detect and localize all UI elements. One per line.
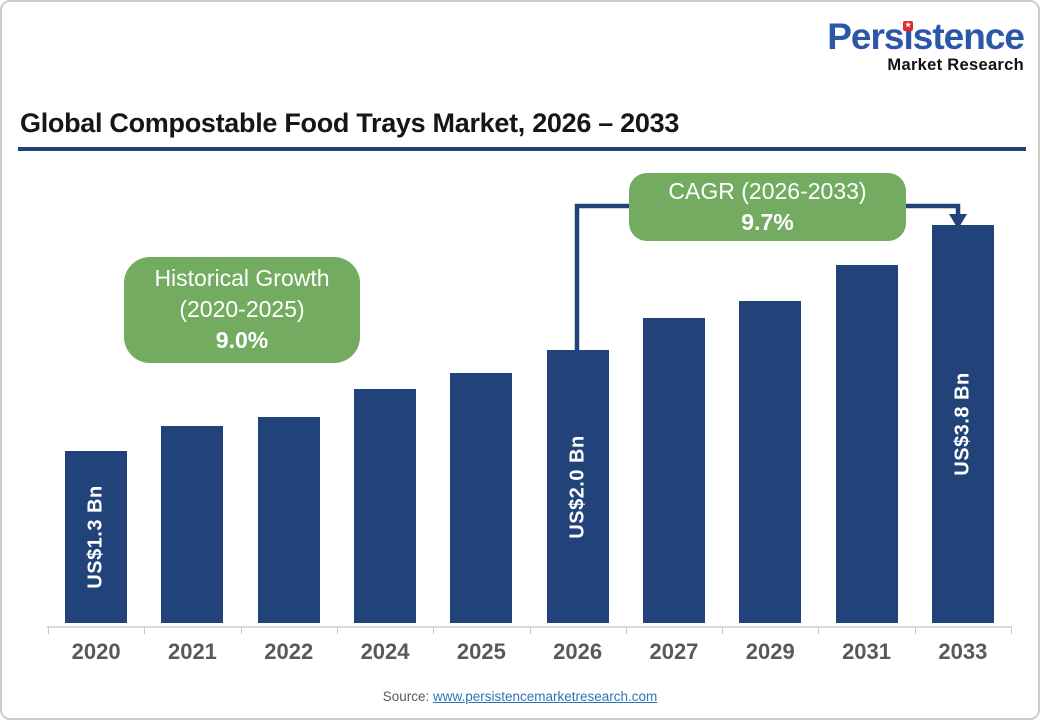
page-title: Global Compostable Food Trays Market, 20… bbox=[20, 108, 680, 138]
bar-2024 bbox=[354, 389, 417, 623]
cagr-badge: CAGR (2026-2033) 9.7% bbox=[629, 173, 906, 241]
axis-tick bbox=[336, 627, 338, 634]
axis-tick bbox=[529, 627, 531, 634]
x-axis-label-2024: 2024 bbox=[360, 639, 410, 664]
x-axis-label-2020: 2020 bbox=[71, 639, 121, 664]
bar-2025 bbox=[450, 373, 513, 623]
x-axis-label-2026: 2026 bbox=[553, 639, 603, 664]
historical-growth-value: 9.0% bbox=[215, 327, 269, 353]
bar-value-label-2026: US$2.0 Bn bbox=[566, 434, 589, 539]
x-axis-label-2025: 2025 bbox=[456, 639, 506, 664]
bar-2029 bbox=[739, 301, 802, 623]
source-line: Source: www.persistencemarketresearch.co… bbox=[2, 689, 1038, 704]
x-axis-label-2029: 2029 bbox=[745, 639, 795, 664]
cagr-line1: CAGR (2026-2033) bbox=[668, 178, 867, 204]
x-axis-label-2022: 2022 bbox=[264, 639, 314, 664]
axis-tick bbox=[240, 627, 242, 634]
axis-tick bbox=[625, 627, 627, 634]
bar-value-label-2020: US$1.3 Bn bbox=[84, 485, 107, 589]
bar-2021 bbox=[161, 426, 224, 623]
axis-tick bbox=[48, 627, 49, 634]
logo-dotless-i: ı bbox=[903, 16, 913, 57]
axis-tick bbox=[914, 627, 916, 634]
axis-tick bbox=[1011, 627, 1012, 634]
x-axis-label-2027: 2027 bbox=[649, 639, 699, 664]
cagr-value: 9.7% bbox=[741, 209, 794, 235]
bar-2027 bbox=[642, 318, 705, 623]
logo-subtitle: Market Research bbox=[887, 56, 1024, 74]
axis-tick bbox=[144, 627, 146, 634]
historical-growth-badge: Historical Growth (2020-2025) 9.0% bbox=[124, 257, 360, 363]
logo-brand: Persı ★ stence bbox=[827, 16, 1025, 57]
axis-tick bbox=[818, 627, 820, 634]
historical-growth-line2: (2020-2025) bbox=[179, 296, 305, 322]
logo: Persı ★ stence Market Research bbox=[827, 16, 1025, 74]
source-prefix: Source: bbox=[382, 689, 433, 704]
axis-tick bbox=[433, 627, 435, 634]
source-link[interactable]: www.persistencemarketresearch.com bbox=[432, 689, 658, 704]
logo-text-post: stence bbox=[912, 16, 1025, 57]
title-underline bbox=[18, 147, 1026, 151]
bar-value-label-2033: US$3.8 Bn bbox=[951, 372, 974, 476]
bar-2031 bbox=[835, 265, 898, 623]
bar-2022 bbox=[257, 417, 320, 623]
bar-2026: US$2.0 Bn bbox=[546, 350, 609, 623]
historical-growth-line1: Historical Growth bbox=[154, 265, 330, 291]
logo-text-pre: Pers bbox=[827, 16, 904, 57]
logo-red-star-icon: ★ bbox=[903, 21, 914, 31]
x-axis-label-2033: 2033 bbox=[938, 639, 988, 664]
x-axis-label-2021: 2021 bbox=[167, 639, 217, 664]
x-axis-label-2031: 2031 bbox=[842, 639, 892, 664]
logo-letter-i: ı ★ bbox=[903, 16, 914, 57]
bar-2020: US$1.3 Bn bbox=[65, 451, 128, 623]
axis-tick bbox=[722, 627, 724, 634]
bar-2033: US$3.8 Bn bbox=[931, 225, 994, 623]
